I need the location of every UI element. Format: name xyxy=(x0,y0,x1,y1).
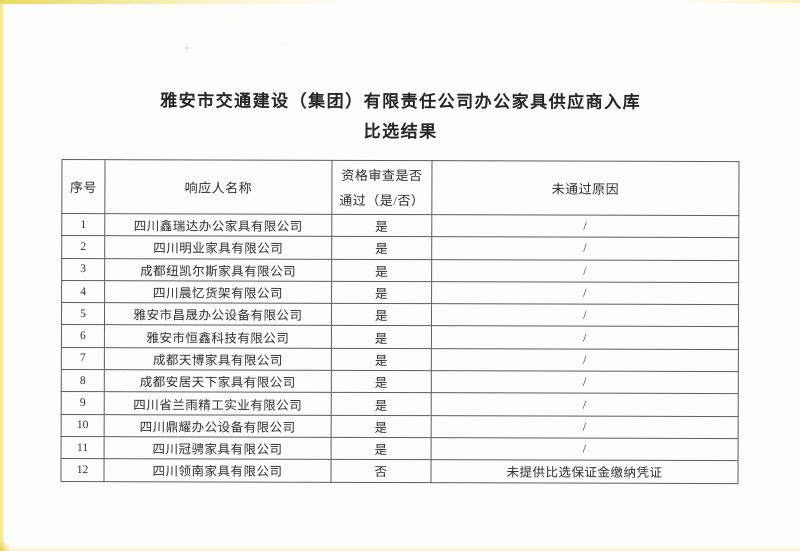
row-index: 2 xyxy=(61,235,105,259)
qualified-value: 是 xyxy=(331,437,432,460)
fail-reason: / xyxy=(431,214,739,238)
respondent-name: 四川明业家具有限公司 xyxy=(104,235,332,259)
respondent-name: 四川晨忆货架有限公司 xyxy=(104,280,332,304)
fail-reason: / xyxy=(431,393,739,417)
qualified-value: 是 xyxy=(331,214,432,237)
bid-result-table: 序号 响应人名称 资格审查是否 通过（是/否） 未通过原因 1 四川鑫瑞达办公家… xyxy=(60,159,739,484)
scan-speck xyxy=(375,337,377,338)
table-row: 7 成都天博家具有限公司 是 / xyxy=(61,347,739,372)
document-title-line1: 雅安市交通建设（集团）有限责任公司办公家具供应商入库 xyxy=(160,91,642,112)
row-index: 9 xyxy=(61,391,105,415)
qualified-value: 是 xyxy=(331,415,432,438)
row-index: 8 xyxy=(61,369,105,393)
qualified-value: 是 xyxy=(331,325,432,349)
table-row: 8 成都安居天下家具有限公司 是 / xyxy=(61,369,739,395)
table-row: 6 雅安市恒鑫科技有限公司 是 / xyxy=(61,324,739,350)
scan-edge-top-right xyxy=(680,0,800,3)
qualified-value: 是 xyxy=(331,370,432,394)
respondent-name: 雅安市恒鑫科技有限公司 xyxy=(104,325,332,349)
respondent-name: 四川鑫瑞达办公家具有限公司 xyxy=(104,213,332,237)
qualified-value: 是 xyxy=(331,281,432,304)
table-row: 3 成都纽凯尔斯家具有限公司 是 / xyxy=(61,258,739,283)
fail-reason: / xyxy=(431,326,739,350)
respondent-name: 四川冠骋家具有限公司 xyxy=(104,436,332,460)
col-header-qualification-line2: 通过（是/否） xyxy=(339,192,425,208)
scan-edge-top xyxy=(0,0,340,4)
row-index: 10 xyxy=(61,414,105,437)
respondent-name: 成都天博家具有限公司 xyxy=(104,347,332,371)
document-title-line2: 比选结果 xyxy=(363,121,438,142)
table-row: 4 四川晨忆货架有限公司 是 / xyxy=(61,280,739,305)
row-index: 4 xyxy=(61,280,105,303)
col-header-name: 响应人名称 xyxy=(104,159,332,215)
col-header-qualification: 资格审查是否 通过（是/否） xyxy=(331,160,432,215)
col-header-qualification-line1: 资格审查是否 xyxy=(341,167,423,183)
qualified-value: 是 xyxy=(331,236,432,260)
fail-reason: / xyxy=(431,236,739,261)
table-row: 2 四川明业家具有限公司 是 / xyxy=(61,235,739,261)
respondent-name: 成都安居天下家具有限公司 xyxy=(104,369,332,393)
scan-edge-left xyxy=(0,0,5,551)
row-index: 6 xyxy=(61,324,105,348)
scan-edge-bottom-left xyxy=(0,541,10,551)
table-row: 12 四川领南家具有限公司 否 未提供比选保证金缴纳凭证 xyxy=(60,458,739,484)
respondent-name: 雅安市昌晟办公设备有限公司 xyxy=(104,302,332,326)
table-row: 5 雅安市昌晟办公设备有限公司 是 / xyxy=(61,302,739,328)
qualified-value: 是 xyxy=(331,303,432,327)
table-row: 1 四川鑫瑞达办公家具有限公司 是 / xyxy=(61,213,739,238)
scan-speck xyxy=(284,44,286,45)
fail-reason: 未提供比选保证金缴纳凭证 xyxy=(430,459,739,484)
respondent-name: 四川省兰雨精工实业有限公司 xyxy=(104,392,332,416)
table-row: 9 四川省兰雨精工实业有限公司 是 / xyxy=(61,391,739,417)
row-index: 5 xyxy=(61,302,105,326)
respondent-name: 四川领南家具有限公司 xyxy=(103,458,332,482)
fail-reason: / xyxy=(431,259,739,283)
qualified-value: 是 xyxy=(331,392,432,416)
document-title: 雅安市交通建设（集团）有限责任公司办公家具供应商入库 比选结果 xyxy=(62,86,740,148)
scanned-document-sheet: 雅安市交通建设（集团）有限责任公司办公家具供应商入库 比选结果 序号 响应人名称… xyxy=(60,0,740,484)
col-header-index: 序号 xyxy=(61,159,105,214)
fail-reason: / xyxy=(431,415,739,439)
table-header-row: 序号 响应人名称 资格审查是否 通过（是/否） 未通过原因 xyxy=(61,159,739,216)
fail-reason: / xyxy=(431,370,739,395)
scan-speck xyxy=(123,371,125,373)
scan-edge-bottom xyxy=(0,545,800,551)
row-index: 1 xyxy=(61,213,105,236)
row-index: 11 xyxy=(61,436,105,459)
col-header-reason: 未通过原因 xyxy=(431,160,739,216)
fail-reason: / xyxy=(431,437,739,461)
respondent-name: 成都纽凯尔斯家具有限公司 xyxy=(104,258,332,282)
qualified-value: 否 xyxy=(330,459,432,483)
row-index: 12 xyxy=(60,458,105,482)
row-index: 7 xyxy=(61,347,105,370)
row-index: 3 xyxy=(61,258,105,281)
fail-reason: / xyxy=(431,348,739,372)
fail-reason: / xyxy=(431,303,739,328)
table-row: 10 四川鼎耀办公设备有限公司 是 / xyxy=(61,414,739,439)
qualified-value: 是 xyxy=(331,348,432,371)
table-row: 11 四川冠骋家具有限公司 是 / xyxy=(61,436,739,461)
respondent-name: 四川鼎耀办公设备有限公司 xyxy=(104,414,332,438)
scan-speck xyxy=(186,47,188,49)
fail-reason: / xyxy=(431,281,739,305)
qualified-value: 是 xyxy=(331,258,432,282)
